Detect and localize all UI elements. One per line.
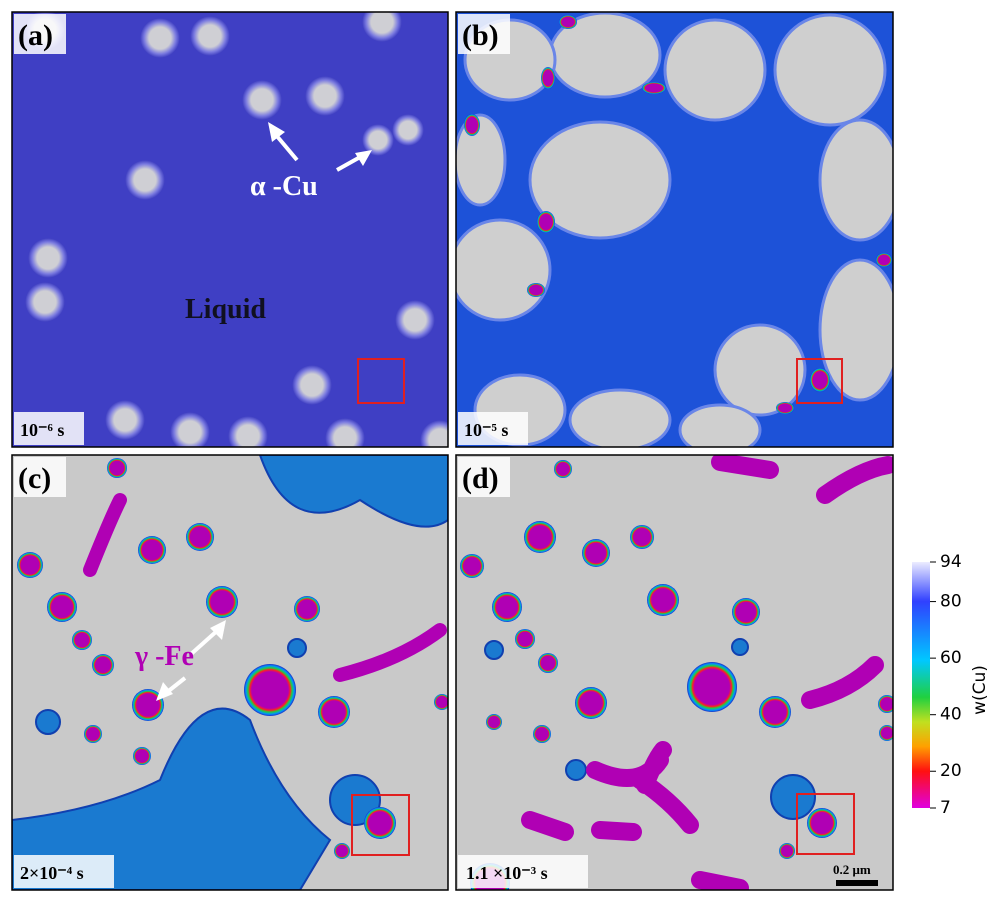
scale-label: 0.2 μm <box>833 862 871 877</box>
time-label: 10⁻⁶ s <box>20 420 64 440</box>
colorbar-tick-label: 94 <box>940 552 962 572</box>
gamma-label: γ -Fe <box>134 641 194 672</box>
colorbar-tick-label: 60 <box>940 648 962 668</box>
panel-label: (c) <box>18 462 51 495</box>
panel-b <box>456 12 893 447</box>
panel-d <box>456 455 893 890</box>
colorbar-tick-label: 40 <box>940 705 962 725</box>
colorbar-title: w(Cu) <box>970 665 990 715</box>
liquid-label: Liquid <box>185 294 266 325</box>
panel-label: (d) <box>462 462 499 495</box>
panel-c <box>12 455 448 890</box>
colorbar-tick-label: 80 <box>940 592 962 612</box>
panel-label: (a) <box>18 19 53 52</box>
panel-label: (b) <box>462 19 499 52</box>
colorbar-tick-label: 7 <box>940 798 951 818</box>
colorbar-ticks: 94 80 60 40 20 7 <box>930 552 962 818</box>
frames <box>11 11 894 891</box>
time-label: 2×10⁻⁴ s <box>20 863 84 883</box>
colorbar-tick-label: 20 <box>940 761 962 781</box>
colorbar <box>912 562 930 808</box>
panel-a <box>12 12 448 447</box>
alpha-label: α -Cu <box>250 171 318 202</box>
panel-labels: (a) (b) (c) (d) 10⁻⁶ s 10⁻⁵ s 2×10⁻⁴ s 1… <box>14 14 588 888</box>
time-label: 10⁻⁵ s <box>464 420 508 440</box>
time-label: 1.1 ×10⁻³ s <box>466 863 548 883</box>
